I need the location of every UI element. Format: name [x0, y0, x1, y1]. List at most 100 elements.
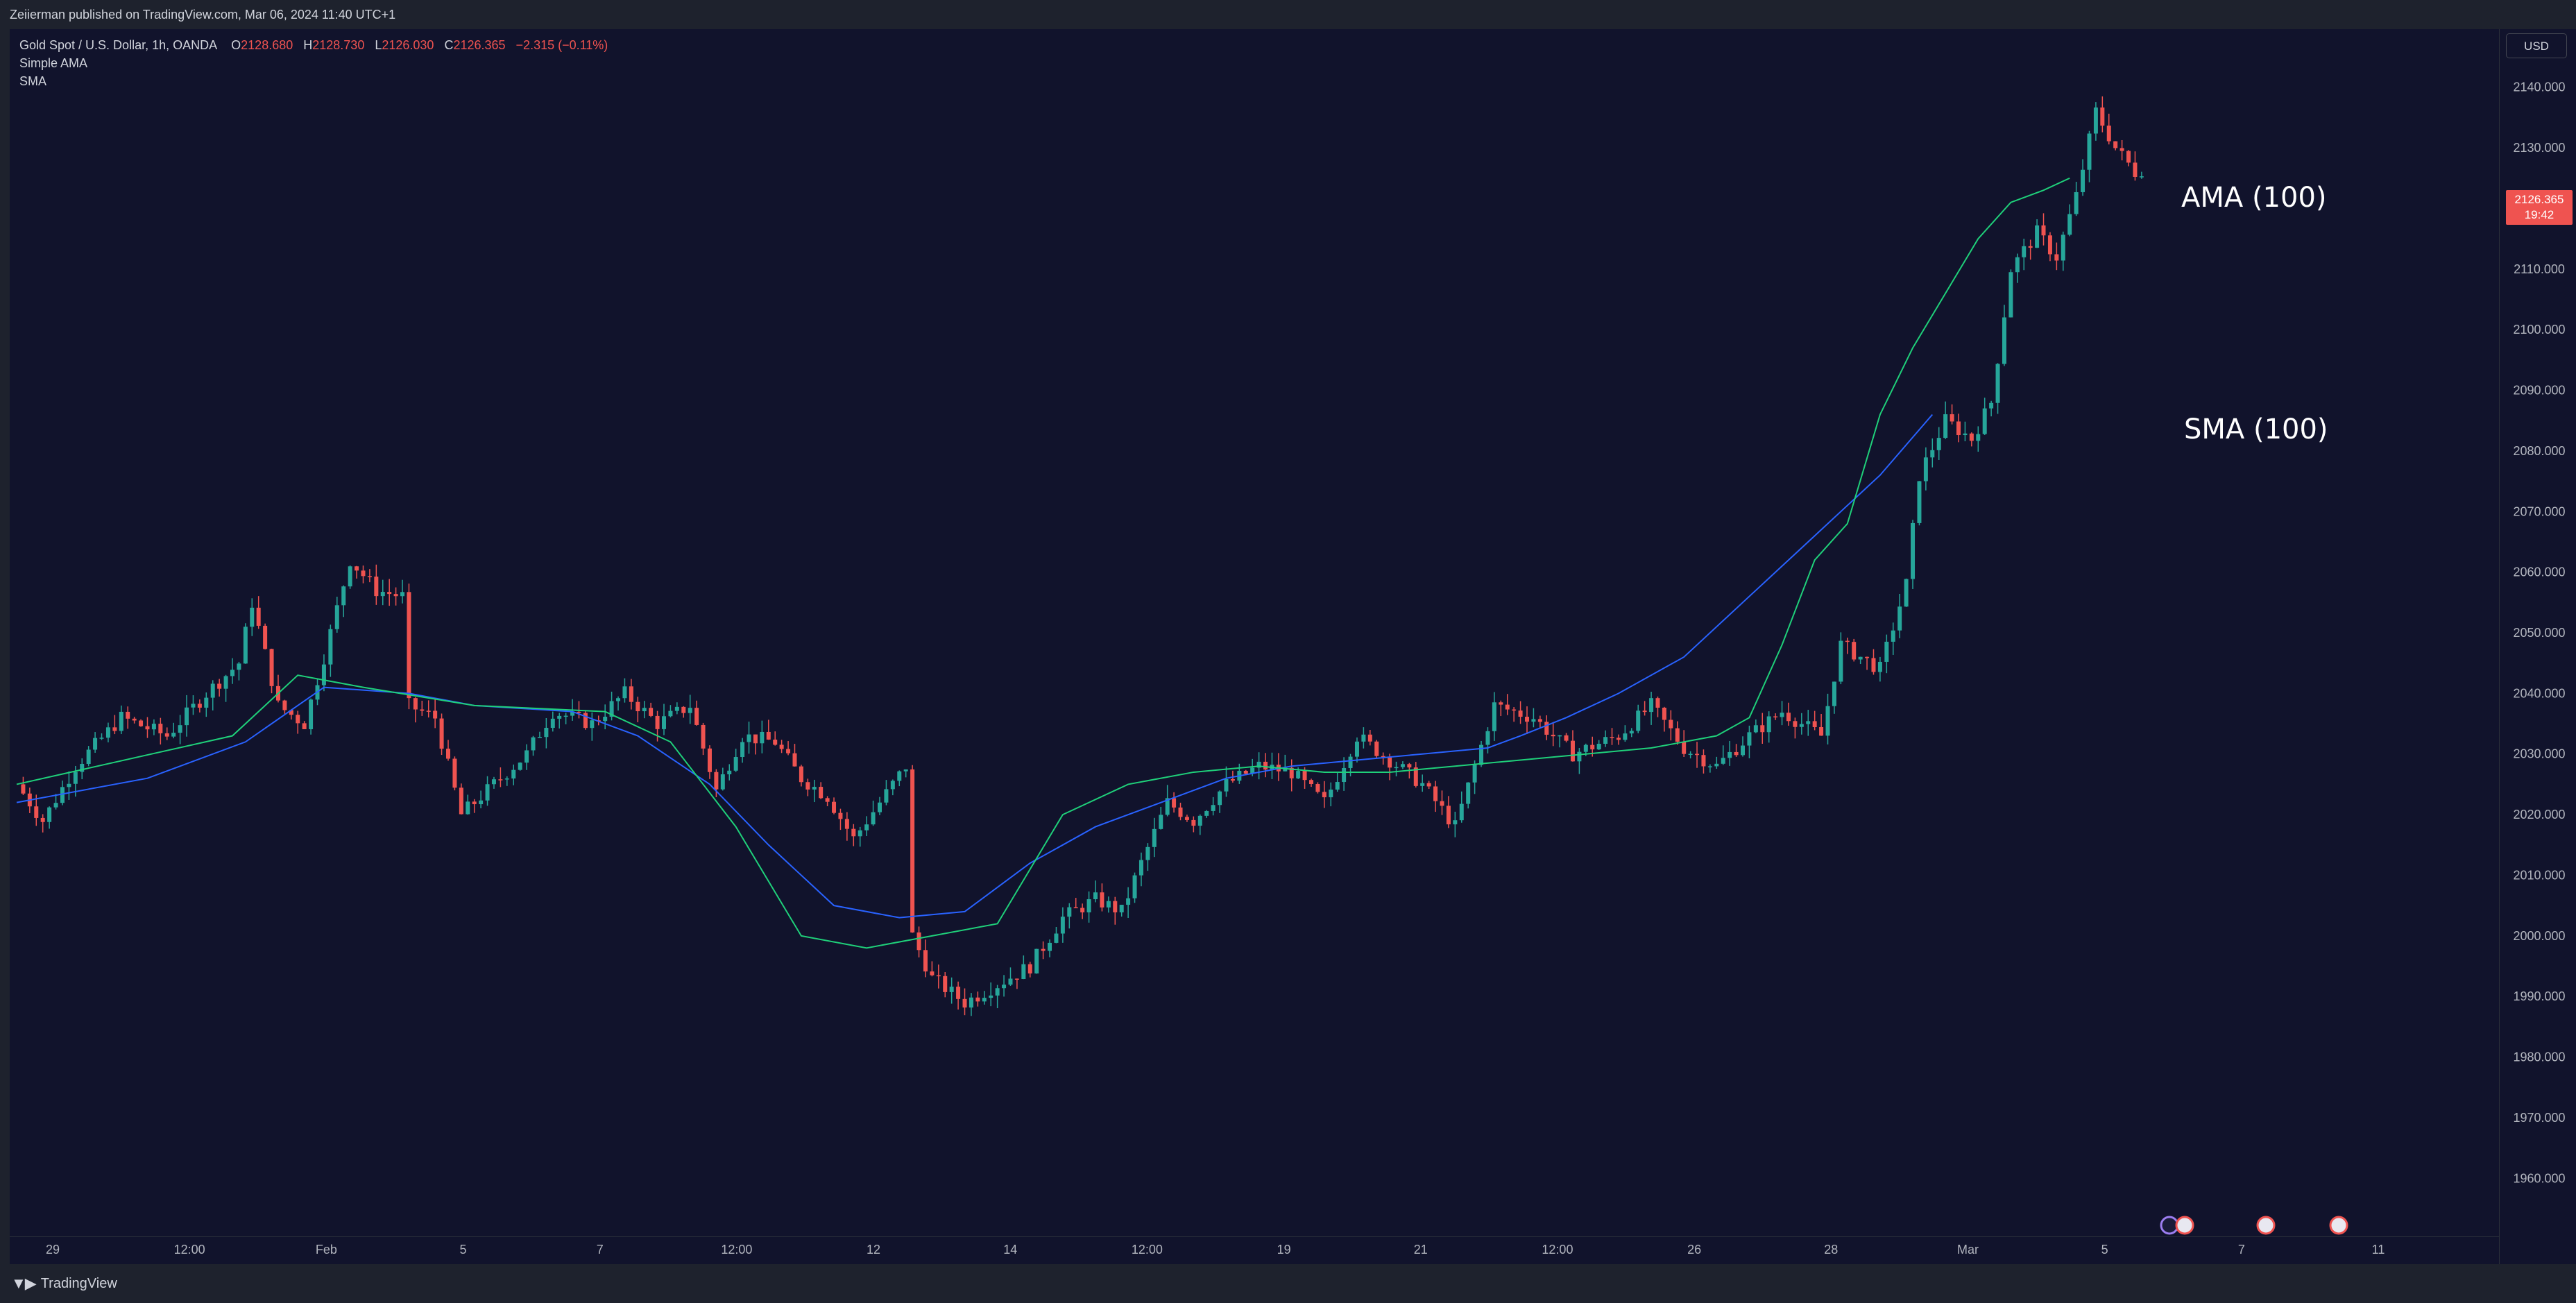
candle-body	[459, 787, 463, 815]
candle-body	[1911, 522, 1916, 579]
indicator-simple-ama[interactable]: Simple AMA	[19, 56, 88, 70]
plot-area[interactable]: AMA (100) SMA (100) 2140.000 2130.000 21 20…	[10, 29, 2576, 1264]
candle-body	[1923, 457, 1928, 482]
candle-body	[1877, 661, 1882, 672]
time-tick-label: 7	[2238, 1243, 2245, 1257]
candle-body	[622, 686, 627, 699]
candle-body	[452, 758, 457, 788]
candle-body	[2028, 246, 2033, 248]
candle-body	[34, 806, 39, 818]
candle-body	[80, 764, 85, 772]
candle-body	[309, 699, 314, 729]
candle-body	[498, 779, 503, 781]
candle-body	[1138, 860, 1143, 876]
candle-body	[1388, 756, 1392, 768]
ama-annotation[interactable]: AMA (100)	[2181, 182, 2327, 214]
candle-body	[99, 738, 104, 739]
price-tick-label: 2060.000	[2513, 565, 2565, 579]
us-flag-event-icon[interactable]	[2329, 1216, 2348, 1235]
candle-body	[1354, 741, 1359, 757]
tradingview-logo[interactable]: ▼▶ TradingView	[11, 1264, 117, 1303]
candle-body	[1793, 721, 1798, 727]
candle-body	[289, 710, 293, 715]
candle-body	[21, 784, 26, 794]
candle-body	[1230, 778, 1235, 781]
candle-body	[2133, 162, 2138, 177]
candle-body	[1505, 704, 1510, 710]
candle-body	[577, 711, 581, 713]
candle-body	[1453, 820, 1458, 825]
candle-body	[897, 771, 902, 781]
candles	[21, 96, 2144, 1016]
high-value: 2128.730	[312, 38, 365, 52]
candle-body	[1512, 709, 1517, 711]
candle-body	[185, 707, 189, 726]
candle-body	[701, 724, 706, 749]
candle-body	[1407, 764, 1412, 768]
candle-body	[1159, 815, 1163, 829]
lightning-event-icon[interactable]	[2160, 1216, 2179, 1235]
candle-body	[126, 711, 130, 719]
candle-body	[53, 803, 58, 808]
candle-body	[1806, 721, 1811, 724]
sma-annotation[interactable]: SMA (100)	[2184, 414, 2328, 445]
chart-pane[interactable]: AMA (100) SMA (100) 2140.000 2130.000 21 20…	[10, 29, 2576, 1264]
candle-body	[1296, 771, 1301, 778]
us-flag-event-icon[interactable]	[2175, 1216, 2194, 1235]
candle-body	[191, 704, 196, 708]
candle-body	[1093, 892, 1098, 900]
price-axis[interactable]	[2499, 29, 2576, 1264]
candle-body	[727, 770, 732, 774]
candle-body	[1721, 758, 1725, 764]
candle-body	[662, 716, 666, 729]
candle-body	[158, 724, 163, 733]
candle-body	[1989, 402, 1994, 409]
candle-body	[544, 728, 549, 738]
candle-body	[1688, 753, 1693, 756]
candle-body	[504, 778, 509, 780]
indicator-sma[interactable]: SMA	[19, 74, 47, 88]
candle-body	[851, 828, 856, 837]
candle-body	[171, 733, 176, 737]
candle-body	[1982, 408, 1987, 434]
candle-body	[256, 607, 261, 626]
candle-body	[923, 950, 928, 972]
candle-body	[1623, 733, 1628, 740]
us-flag-event-icon[interactable]	[2256, 1216, 2276, 1235]
candle-body	[1172, 798, 1177, 808]
price-tick-label: 2010.000	[2513, 868, 2565, 882]
candle-body	[1675, 728, 1680, 742]
candle-body	[1054, 933, 1059, 943]
candle-body	[250, 607, 255, 627]
candle-body	[1367, 734, 1372, 742]
candle-body	[1106, 901, 1111, 908]
candle-body	[1780, 713, 1784, 717]
candle-body	[1256, 761, 1261, 768]
candle-body	[1956, 421, 1961, 436]
candle-body	[1224, 778, 1229, 792]
candle-body	[838, 812, 843, 819]
candle-body	[1329, 790, 1333, 798]
candle-body	[2087, 133, 2092, 170]
candle-body	[1002, 985, 1007, 989]
currency-button[interactable]: USD	[2506, 33, 2567, 58]
candle-body	[1243, 770, 1248, 774]
candle-body	[1400, 764, 1405, 767]
candle-body	[1342, 767, 1347, 783]
candle-body	[2100, 107, 2105, 126]
candle-body	[1590, 744, 1595, 750]
candle-body	[1930, 450, 1935, 458]
candle-body	[2067, 214, 2072, 235]
candle-body	[1662, 707, 1666, 720]
candle-body	[1682, 742, 1687, 754]
event-markers[interactable]	[2160, 1216, 2348, 1235]
candle-body	[1048, 942, 1052, 951]
candle-body	[779, 744, 784, 749]
candle-body	[1008, 978, 1013, 985]
candle-body	[1459, 803, 1464, 821]
candle-body	[916, 932, 921, 951]
time-axis[interactable]	[10, 1236, 2499, 1264]
candle-body	[1865, 656, 1870, 658]
symbol-row[interactable]: Gold Spot / U.S. Dollar, 1h, OANDA O2128…	[19, 36, 608, 54]
candle-body	[1302, 771, 1307, 781]
